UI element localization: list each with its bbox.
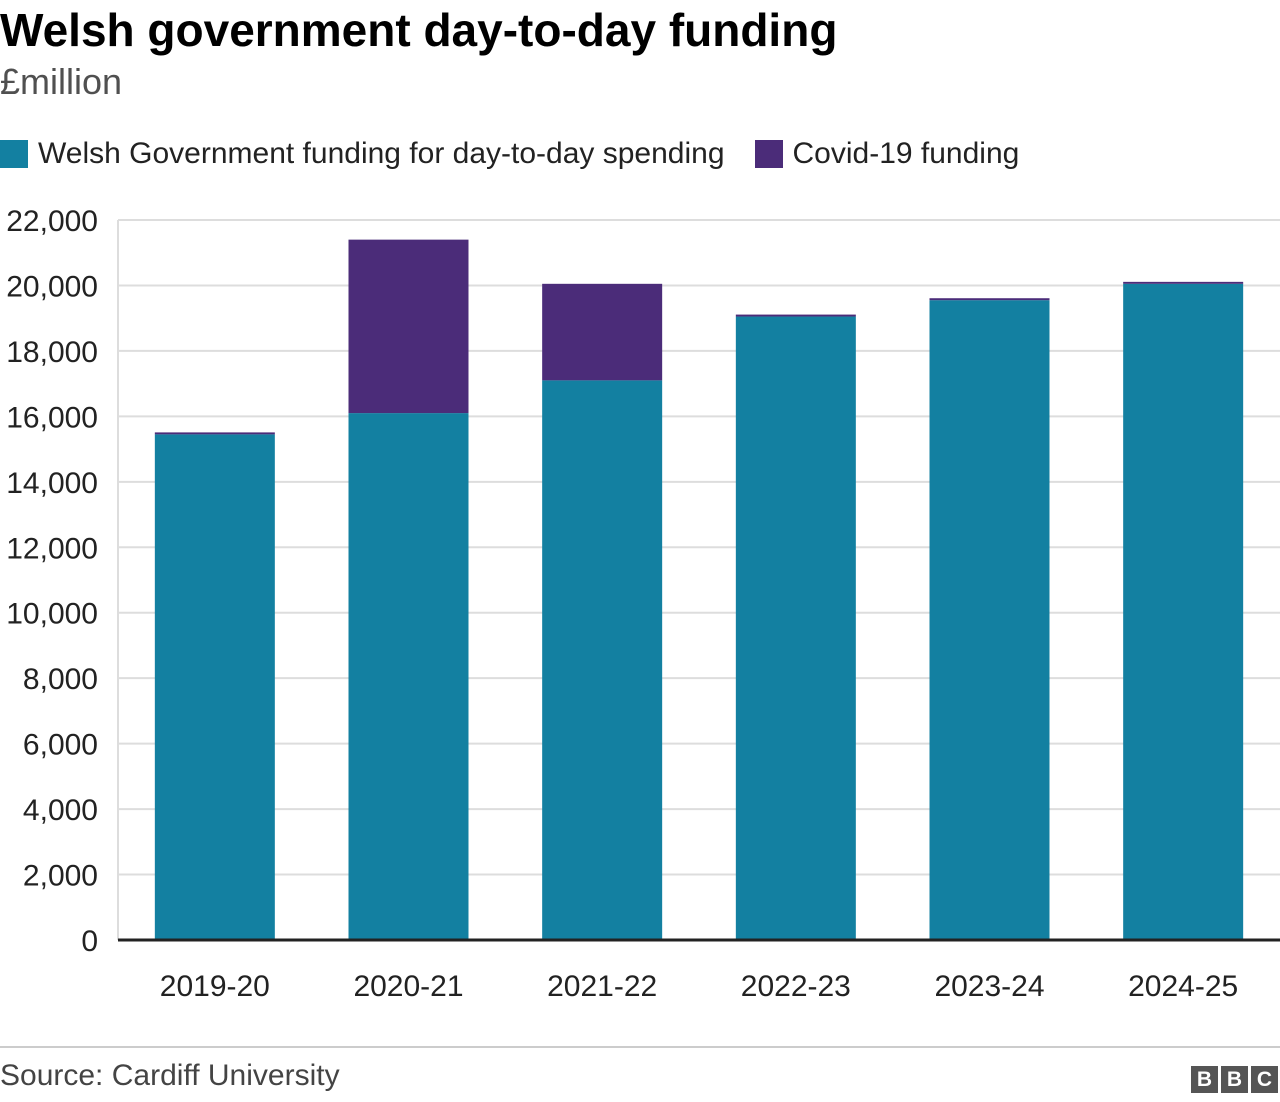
- bar-main-funding-2019-20: [154, 434, 275, 940]
- y-tick-label-10000: 10,000: [6, 598, 98, 631]
- y-tick-label-18000: 18,000: [6, 336, 98, 369]
- legend-label-main-funding: Welsh Government funding for day-to-day …: [38, 137, 725, 170]
- x-tick-label-2019-20: 2019-20: [160, 970, 270, 1003]
- bbc-logo-letter-1: B: [1191, 1066, 1218, 1093]
- y-tick-label-22000: 22,000: [6, 205, 98, 238]
- bbc-logo-letter-3: C: [1251, 1066, 1278, 1093]
- bar-covid-funding-2022-23: [735, 314, 856, 317]
- bar-covid-funding-2024-25: [1123, 281, 1244, 284]
- bar-main-funding-2022-23: [735, 316, 856, 940]
- y-tick-label-20000: 20,000: [6, 270, 98, 303]
- y-tick-label-2000: 2,000: [23, 860, 98, 893]
- legend-swatch-main-funding: [0, 140, 28, 168]
- legend-item-covid-funding: Covid-19 funding: [754, 134, 1020, 174]
- stacked-bar-chart: 0 2,000 4,000 6,000 8,000 10,000 12,000 14,000 1…: [6, 205, 1280, 1003]
- x-tick-label-2020-21: 2020-21: [353, 970, 463, 1003]
- bbc-logo-letter-2: B: [1221, 1066, 1248, 1093]
- bar-covid-funding-2020-21: [348, 239, 469, 414]
- chart-subtitle: £million: [0, 61, 123, 102]
- x-tick-label-2022-23: 2022-23: [741, 970, 851, 1003]
- bbc-logo: B B C: [1188, 1066, 1278, 1093]
- y-tick-label-16000: 16,000: [6, 401, 98, 434]
- x-tick-label-2024-25: 2024-25: [1128, 970, 1238, 1003]
- bar-main-funding-2024-25: [1123, 283, 1244, 940]
- legend-item-main-funding: Welsh Government funding for day-to-day …: [0, 134, 725, 174]
- legend-swatch-covid-funding: [754, 140, 783, 168]
- source-note: Source: Cardiff University: [0, 1059, 340, 1092]
- chart-title: Welsh government day-to-day funding: [0, 4, 838, 56]
- x-tick-label-2023-24: 2023-24: [934, 970, 1044, 1003]
- y-tick-label-12000: 12,000: [6, 532, 98, 565]
- bar-covid-funding-2023-24: [929, 298, 1050, 301]
- y-tick-label-8000: 8,000: [23, 663, 98, 696]
- footer-divider: [0, 1046, 1280, 1048]
- y-tick-label-14000: 14,000: [6, 467, 98, 500]
- bar-main-funding-2023-24: [929, 300, 1050, 940]
- bar-main-funding-2020-21: [348, 413, 469, 940]
- legend-label-covid-funding: Covid-19 funding: [792, 137, 1020, 170]
- y-tick-label-4000: 4,000: [23, 794, 98, 827]
- y-tick-label-6000: 6,000: [23, 729, 98, 762]
- y-tick-label-0: 0: [81, 925, 98, 958]
- bar-main-funding-2021-22: [542, 380, 663, 940]
- bar-covid-funding-2019-20: [154, 432, 275, 435]
- x-tick-label-2021-22: 2021-22: [547, 970, 657, 1003]
- chart-legend: Welsh Government funding for day-to-day …: [0, 134, 1049, 174]
- bar-covid-funding-2021-22: [542, 283, 663, 381]
